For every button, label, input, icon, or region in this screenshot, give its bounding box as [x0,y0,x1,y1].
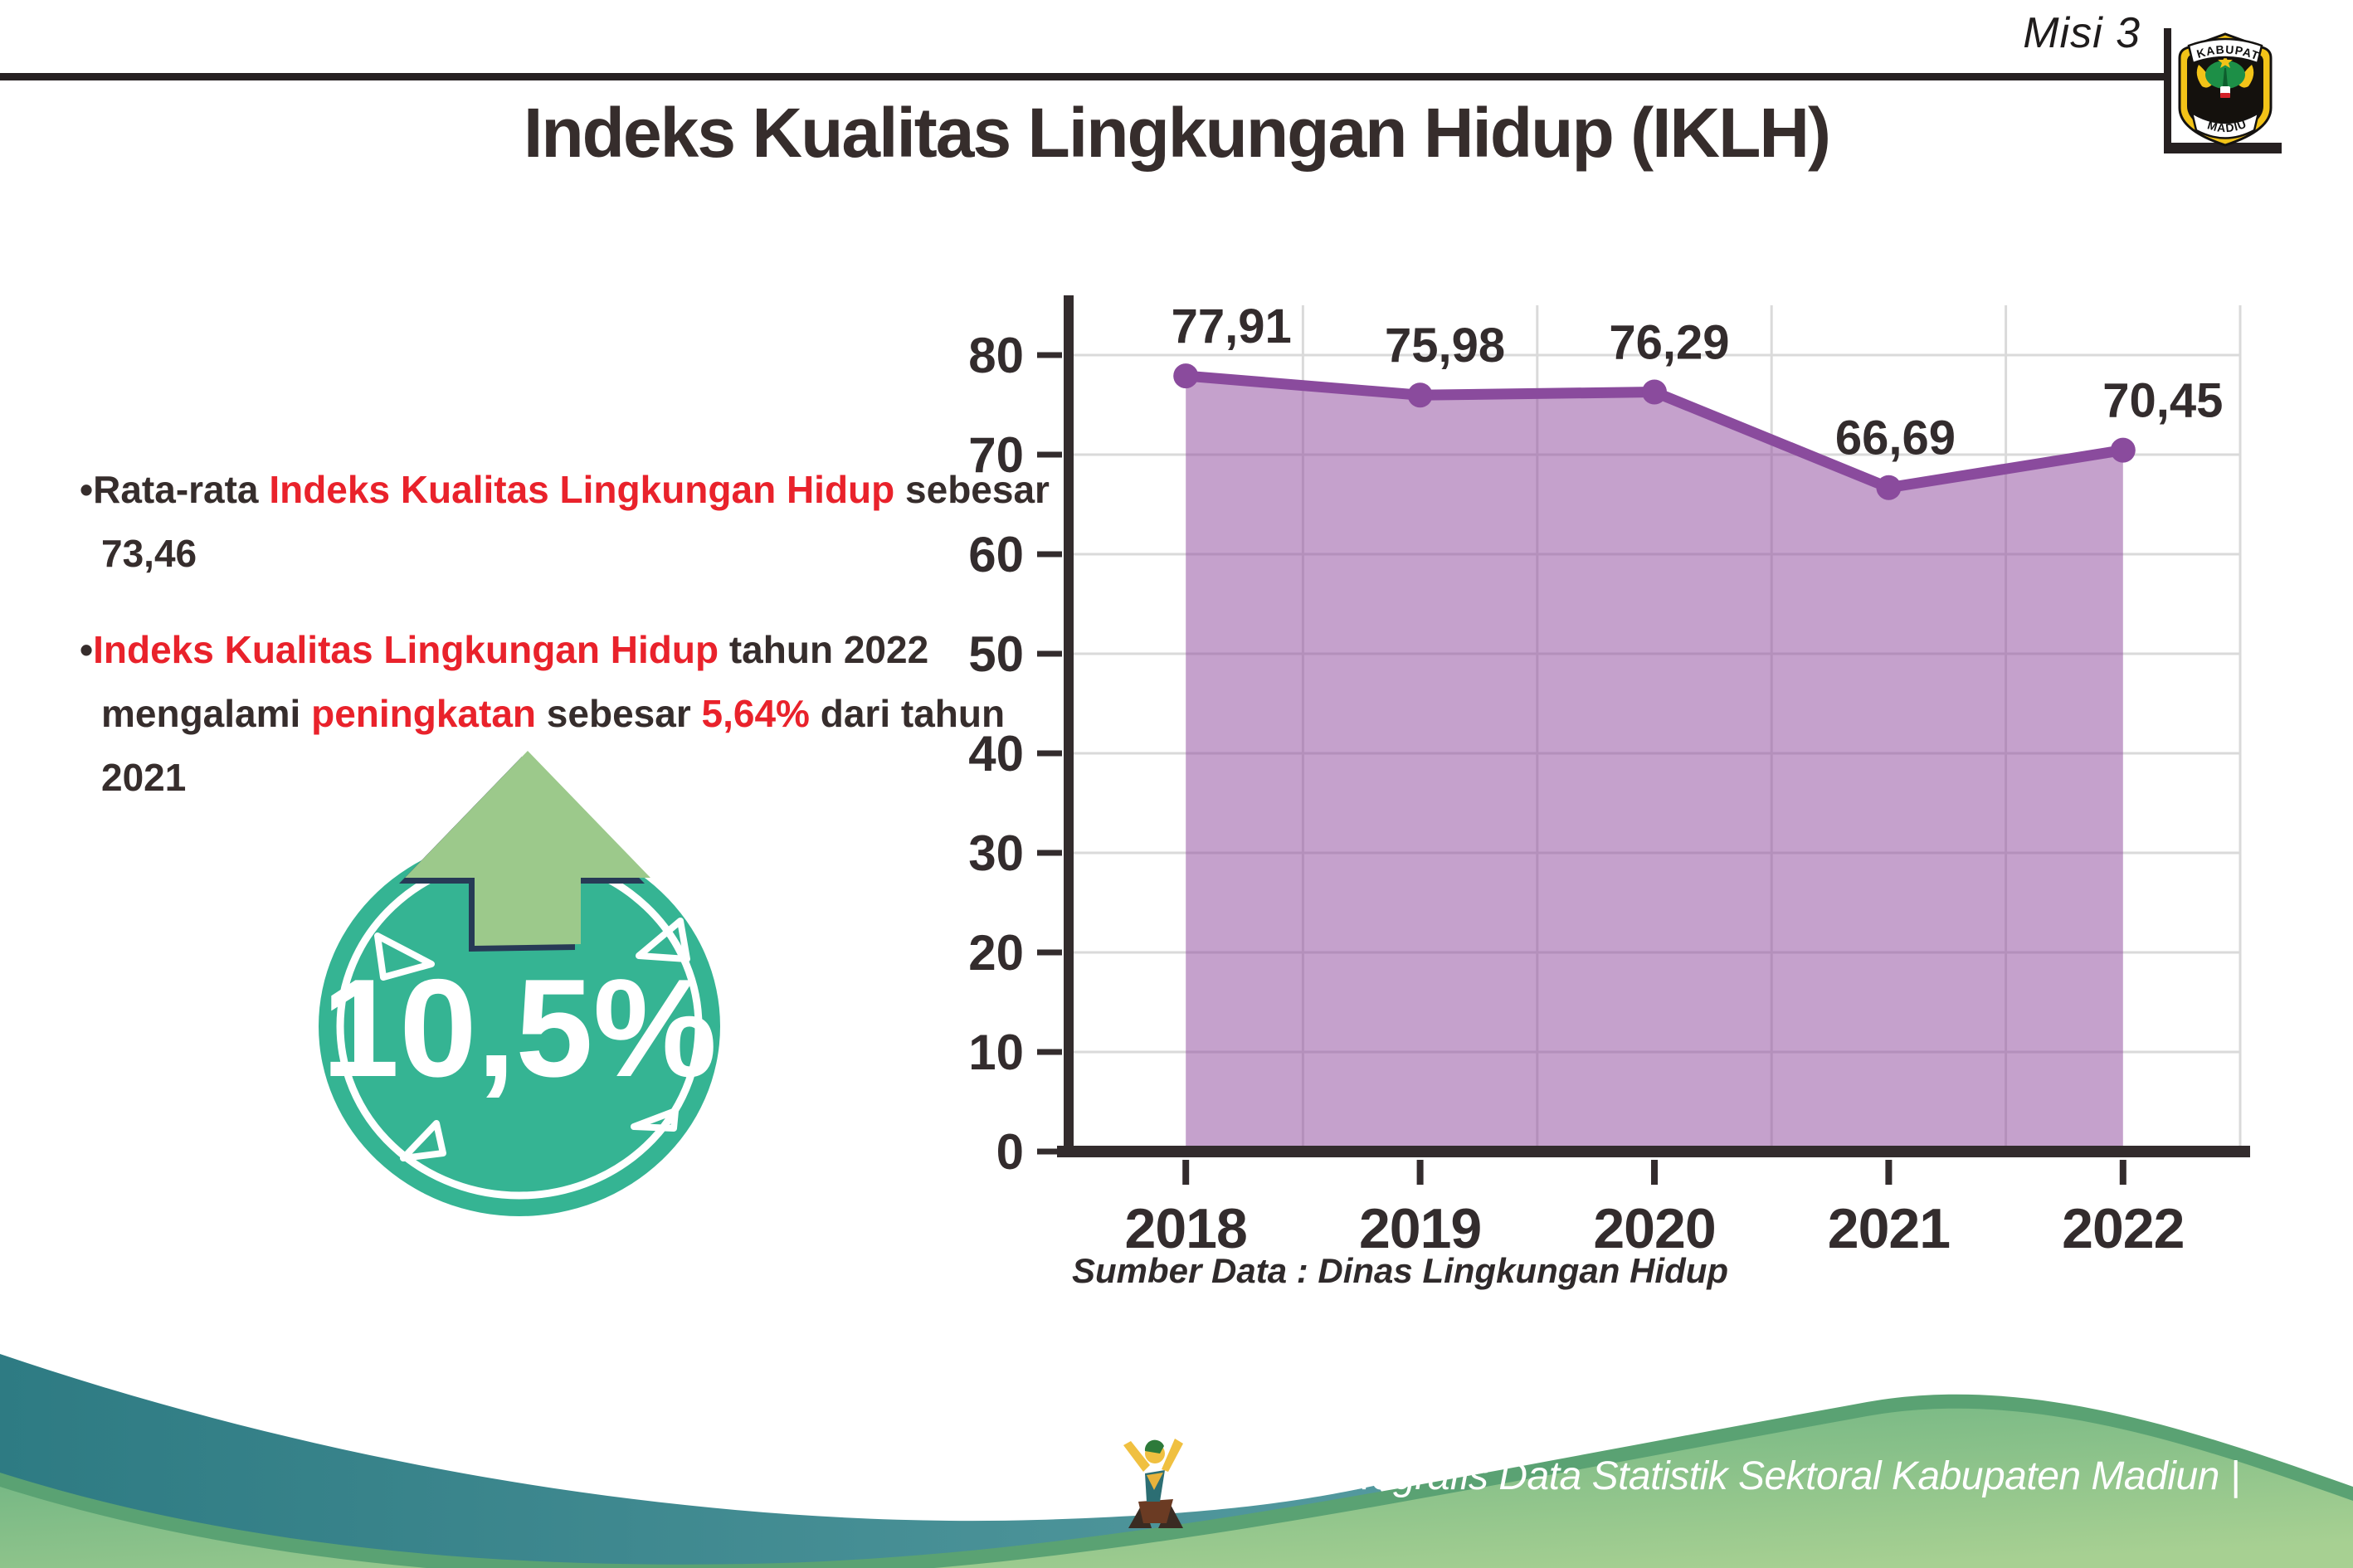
data-point-2020 [1642,379,1667,405]
x-tick-label: 2020 [1593,1197,1715,1260]
deco-triangle-se [631,1108,679,1132]
footer-credit: Media Infografis Data Statistik Sektoral… [1211,1454,2240,1498]
data-label-2020: 76,29 [1609,316,1729,370]
x-tick-label: 2022 [2062,1197,2184,1260]
teal-wave [0,1354,1435,1568]
bullet-marker: • [80,627,94,671]
x-axis [1057,1146,2250,1157]
bullet-text-segment: peningkatan [311,691,537,735]
x-tick-label: 2019 [1359,1197,1481,1260]
deco-triangle-sw [400,1120,446,1161]
y-tick-label: 10 [968,1025,1024,1080]
area-fill [1186,376,2123,1152]
data-label-2019: 75,98 [1385,319,1505,373]
y-tick-label: 60 [968,527,1024,582]
y-tick-label: 50 [968,626,1024,682]
bullet-text-segment: Indeks Kualitas Lingkungan Hidup [93,627,719,671]
chart-source-note: Sumber Data : Dinas Lingkungan Hidup [1072,1251,1729,1290]
increase-badge: 10,5% [319,751,720,1216]
data-point-2022 [2110,437,2136,463]
y-axis [1064,295,1074,1157]
y-tick-label: 30 [968,825,1024,881]
mission-label: Misi 3 [2023,9,2141,57]
data-point-2021 [1876,475,1902,500]
bullet-increase-2022: •Indeks Kualitas Lingkungan Hidup tahun … [80,618,1050,811]
y-tick-label: 20 [968,925,1024,981]
footer-waves [0,1354,2353,1568]
bullet-text-segment: sebesar [536,691,702,735]
header-rule [0,73,2167,80]
bullet-text-segment: sebesar 73,46 [101,468,1050,576]
data-label-2021: 66,69 [1835,411,1956,465]
bullet-marker: • [80,468,94,511]
summary-bullets: •Rata-rata Indeks Kualitas Lingkungan Hi… [80,458,1050,810]
dancer-mascot-icon [1123,1439,1183,1528]
green-wave [0,1408,2353,1568]
x-tick-label: 2018 [1125,1197,1247,1260]
bullet-text-segment: Rata-rata [93,468,270,511]
bullet-text-segment: Indeks Kualitas Lingkungan Hidup [269,468,895,511]
badge-value: 10,5% [322,950,717,1106]
x-tick-label: 2021 [1828,1197,1950,1260]
kabupaten-madiun-crest-icon: KABUPATEN MADIUN [2174,32,2273,147]
bullet-text-segment: 5,64% [701,691,810,735]
y-tick-label: 80 [968,328,1024,383]
iklh-area-chart: 0 10 20 30 40 50 60 70 80 2018 2019 2020 2021 2022 77,… [968,295,2250,1260]
badge-circle [319,836,720,1216]
logo-frame-left [2164,28,2171,153]
bullet-average-iklh: •Rata-rata Indeks Kualitas Lingkungan Hi… [80,458,1050,587]
page-title: Indeks Kualitas Lingkungan Hidup (IKLH) [523,94,1831,172]
bullet-text-segment: tahun 2022 mengalami [101,627,929,735]
y-tick-label: 70 [968,427,1024,483]
bullet-text-segment: dari tahun 2021 [101,691,1006,800]
deco-triangle-ne [636,918,690,962]
data-label-2022: 70,45 [2102,374,2223,428]
y-tick-label: 40 [968,726,1024,782]
data-point-2019 [1407,382,1433,408]
logo-frame-bottom [2164,143,2282,153]
up-arrow-icon [405,751,650,946]
y-tick-label: 0 [996,1124,1024,1180]
data-label-2018: 77,91 [1172,299,1292,353]
deco-triangle-nw [374,933,435,981]
data-point-2018 [1173,363,1199,389]
